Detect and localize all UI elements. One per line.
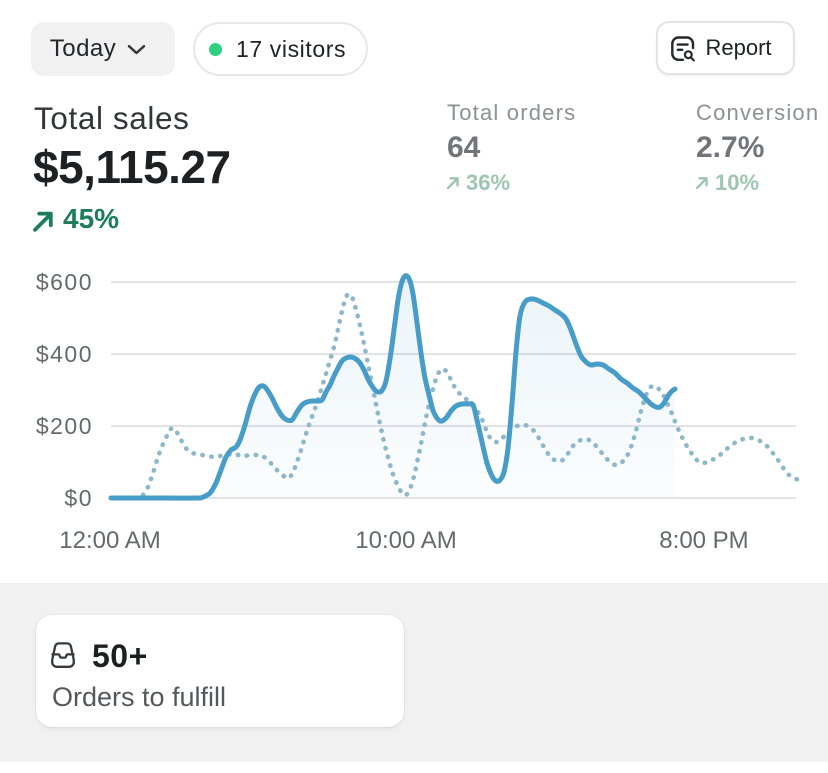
svg-text:10:00 AM: 10:00 AM	[355, 527, 456, 554]
svg-text:$0: $0	[64, 485, 93, 511]
svg-text:8:00 PM: 8:00 PM	[659, 527, 748, 554]
svg-text:$400: $400	[36, 341, 93, 367]
svg-text:12:00 AM: 12:00 AM	[59, 527, 160, 554]
svg-text:$600: $600	[36, 269, 93, 295]
svg-text:$200: $200	[36, 413, 93, 439]
